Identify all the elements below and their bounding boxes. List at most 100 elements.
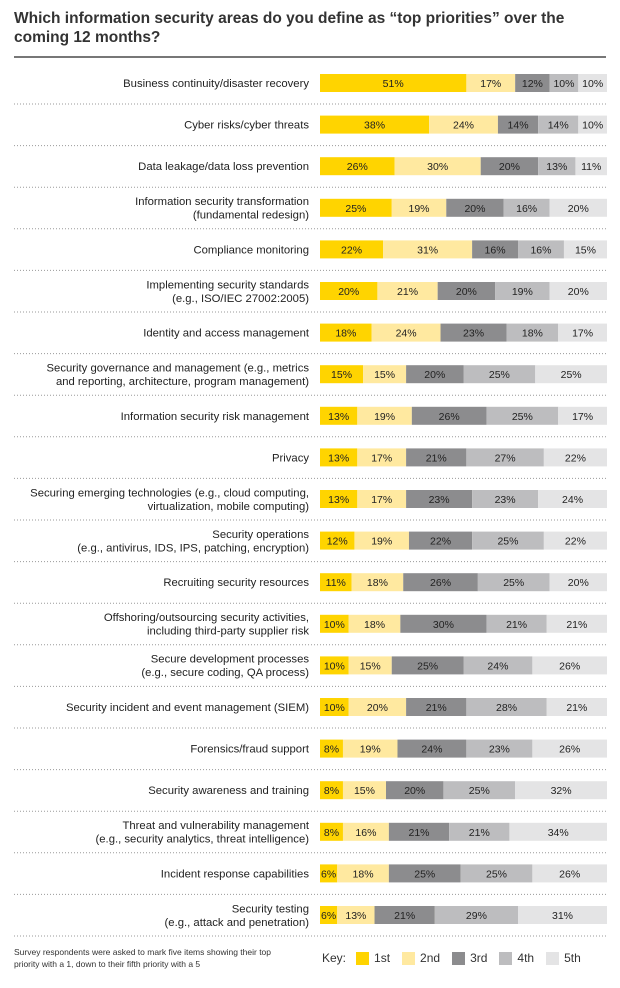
- data-label: 28%: [496, 702, 517, 714]
- bar-segment: [518, 906, 607, 924]
- data-label: 20%: [568, 577, 589, 589]
- data-label: 16%: [530, 244, 551, 256]
- bar-segment: [354, 531, 409, 550]
- category-label: Security operations (e.g., antivirus, IDS…: [77, 529, 309, 555]
- bar-segment: [406, 490, 473, 508]
- title-divider: [14, 56, 606, 58]
- data-label: 21%: [506, 619, 527, 631]
- data-label: 18%: [364, 619, 385, 631]
- category-label: Security incident and event management (…: [66, 702, 309, 714]
- bar-segment: [320, 240, 384, 259]
- data-label: 25%: [512, 411, 533, 423]
- data-label: 11%: [581, 161, 601, 173]
- bar-segment: [440, 323, 507, 342]
- data-label: 23%: [429, 494, 450, 506]
- data-label: 21%: [566, 702, 587, 714]
- data-label: 15%: [374, 369, 395, 381]
- data-label: 14%: [508, 120, 529, 132]
- bar-segment: [503, 198, 550, 217]
- bar-segment: [575, 157, 607, 176]
- bar-segment: [320, 614, 349, 633]
- data-label: 13%: [328, 411, 349, 423]
- category-label: Incident response capabilities: [161, 868, 310, 880]
- data-label: 26%: [559, 868, 580, 880]
- legend-label: 2nd: [420, 951, 441, 965]
- data-label: 10%: [582, 78, 603, 90]
- data-label: 10%: [324, 660, 345, 672]
- data-label: 18%: [335, 328, 356, 340]
- data-label: 10%: [553, 78, 574, 90]
- data-label: 27%: [495, 452, 516, 464]
- legend-item: 5th: [546, 951, 581, 965]
- data-label: 21%: [409, 827, 430, 839]
- data-label: 21%: [394, 910, 415, 922]
- bar-segment: [357, 490, 407, 508]
- data-label: 14%: [548, 120, 569, 132]
- legend-swatch: [546, 951, 560, 965]
- bar-segment: [546, 614, 607, 633]
- bar-segment: [472, 490, 539, 508]
- chart-title: Which information security areas do you …: [14, 10, 565, 46]
- data-label: 25%: [561, 369, 582, 381]
- bar-segment: [558, 406, 607, 425]
- data-label: 25%: [486, 868, 507, 880]
- data-label: 18%: [522, 328, 543, 340]
- bar-segment: [320, 323, 372, 342]
- data-label: 13%: [546, 161, 567, 173]
- bar-segment: [397, 739, 467, 758]
- bar-segment: [320, 573, 352, 592]
- bar-segment: [443, 781, 516, 800]
- data-label: 25%: [469, 785, 490, 797]
- legend-item: 4th: [499, 951, 534, 965]
- bar-segment: [357, 406, 412, 425]
- bar-segment: [348, 656, 392, 675]
- bar-segment: [486, 406, 559, 425]
- category-label: Threat and vulnerability management (e.g.…: [96, 820, 310, 846]
- data-label: 20%: [499, 161, 520, 173]
- data-label: 12%: [522, 78, 543, 90]
- data-label: 8%: [324, 827, 339, 839]
- bar-segment: [538, 157, 576, 176]
- bar-segment: [549, 74, 579, 92]
- data-label: 15%: [575, 244, 596, 256]
- category-label: Secure development processes (e.g., secur…: [141, 654, 309, 680]
- bar-segment: [342, 822, 389, 841]
- bar-segment: [549, 282, 607, 300]
- data-label: 10%: [324, 619, 345, 631]
- bar-segment: [535, 365, 607, 384]
- data-label: 16%: [485, 244, 506, 256]
- category-label: Information security risk management: [121, 411, 310, 423]
- data-label: 15%: [331, 369, 352, 381]
- data-label: 6%: [321, 910, 336, 922]
- bar-segment: [383, 240, 473, 259]
- bar-segment: [320, 365, 364, 384]
- bar-segment: [434, 906, 519, 924]
- data-label: 15%: [354, 785, 375, 797]
- bar-segment: [411, 406, 487, 425]
- data-label: 18%: [353, 868, 374, 880]
- category-label: Forensics/fraud support: [190, 744, 310, 756]
- bar-segment: [538, 115, 579, 134]
- data-label: 25%: [417, 660, 438, 672]
- bar-segment: [518, 240, 564, 259]
- data-label: 20%: [464, 203, 485, 215]
- data-label: 25%: [489, 369, 510, 381]
- data-label: 13%: [328, 452, 349, 464]
- category-label: Security awareness and training: [148, 785, 309, 797]
- bar-segment: [532, 739, 607, 758]
- data-label: 26%: [347, 161, 368, 173]
- bar-segment: [374, 906, 435, 924]
- legend-label: 3rd: [470, 951, 488, 965]
- data-label: 20%: [568, 203, 589, 215]
- bar-segment: [320, 490, 358, 508]
- category-label: Security governance and management (e.g.…: [47, 362, 310, 388]
- data-label: 24%: [396, 328, 417, 340]
- category-label: Identity and access management: [143, 328, 310, 340]
- bar-segment: [549, 198, 607, 217]
- bar-segment: [320, 198, 392, 217]
- data-label: 26%: [439, 411, 460, 423]
- data-label: 8%: [324, 785, 339, 797]
- data-label: 11%: [326, 577, 346, 589]
- category-label: Privacy: [272, 452, 309, 464]
- data-label: 38%: [364, 120, 385, 132]
